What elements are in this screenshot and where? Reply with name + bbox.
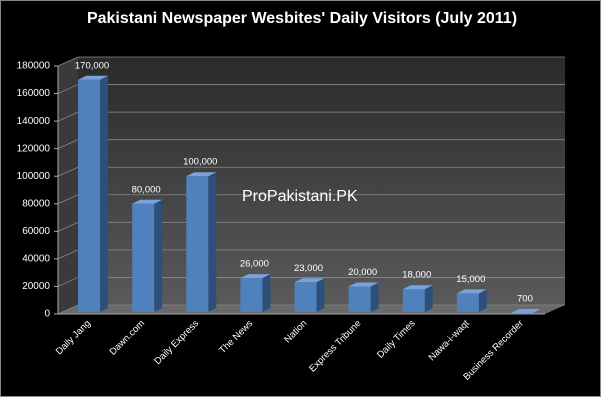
grid-line-side — [57, 304, 79, 315]
bar-front — [186, 176, 209, 312]
side-wall — [58, 57, 78, 314]
bar-side — [208, 172, 217, 312]
bar-side — [100, 75, 109, 313]
bar-front — [78, 79, 101, 313]
y-tick-label: 120000 — [17, 143, 51, 154]
bar-top — [348, 282, 379, 287]
y-tick-label: 100000 — [17, 171, 51, 182]
bar — [186, 172, 217, 312]
bar-side — [478, 289, 487, 312]
grid-line-side — [57, 111, 79, 122]
bar — [240, 274, 271, 312]
value-label: 20,000 — [348, 267, 377, 278]
bar-front — [132, 203, 155, 312]
grid-line-side — [57, 139, 79, 150]
bar-side — [424, 285, 433, 312]
bar — [78, 75, 109, 313]
bar-front — [240, 278, 263, 312]
bar — [402, 285, 433, 312]
value-label: 23,000 — [294, 263, 323, 274]
bar-front — [294, 282, 317, 312]
bar-front — [402, 289, 425, 312]
value-label: 80,000 — [132, 184, 161, 195]
bar-front — [456, 293, 479, 312]
y-tick-label: 40000 — [22, 254, 50, 265]
bar-top — [240, 274, 271, 279]
bar-side — [370, 282, 379, 312]
bar-front — [348, 286, 371, 312]
y-tick-label: 80000 — [22, 198, 50, 209]
grid-line-side — [57, 56, 79, 67]
bar-side — [154, 199, 163, 312]
bar-top — [510, 309, 541, 314]
bar-side — [262, 274, 271, 312]
bar-top — [294, 278, 325, 283]
y-tick-label: 0 — [44, 309, 50, 320]
bar-top — [186, 172, 217, 177]
chart-title: Pakistani Newspaper Wesbites' Daily Visi… — [87, 10, 517, 27]
value-label: 100,000 — [183, 157, 217, 168]
bar — [132, 199, 163, 312]
value-label: 15,000 — [456, 274, 485, 285]
value-label: 18,000 — [402, 270, 431, 281]
grid-line-side — [57, 221, 79, 232]
grid-line-side — [57, 194, 79, 205]
grid-line-side — [57, 84, 79, 94]
bar-top — [402, 285, 433, 290]
y-tick-label: 60000 — [22, 226, 50, 237]
bar — [348, 282, 379, 312]
y-tick-label: 160000 — [17, 88, 51, 99]
bar — [456, 289, 487, 312]
value-label: 170,000 — [75, 60, 109, 71]
y-tick-label: 140000 — [17, 116, 51, 127]
bar-top — [132, 199, 163, 204]
grid-line-side — [57, 277, 79, 287]
value-label: 26,000 — [240, 259, 269, 270]
watermark: ProPakistani.PK — [242, 188, 358, 205]
bar-top — [456, 289, 487, 294]
bar — [294, 278, 325, 312]
value-label: 700 — [517, 294, 533, 305]
bar-top — [78, 75, 109, 80]
y-tick-label: 20000 — [22, 281, 50, 292]
grid-line-side — [57, 166, 79, 177]
bar-side — [316, 278, 325, 312]
bar — [510, 308, 541, 314]
y-tick-label: 180000 — [17, 61, 51, 72]
grid-line-side — [57, 249, 79, 260]
